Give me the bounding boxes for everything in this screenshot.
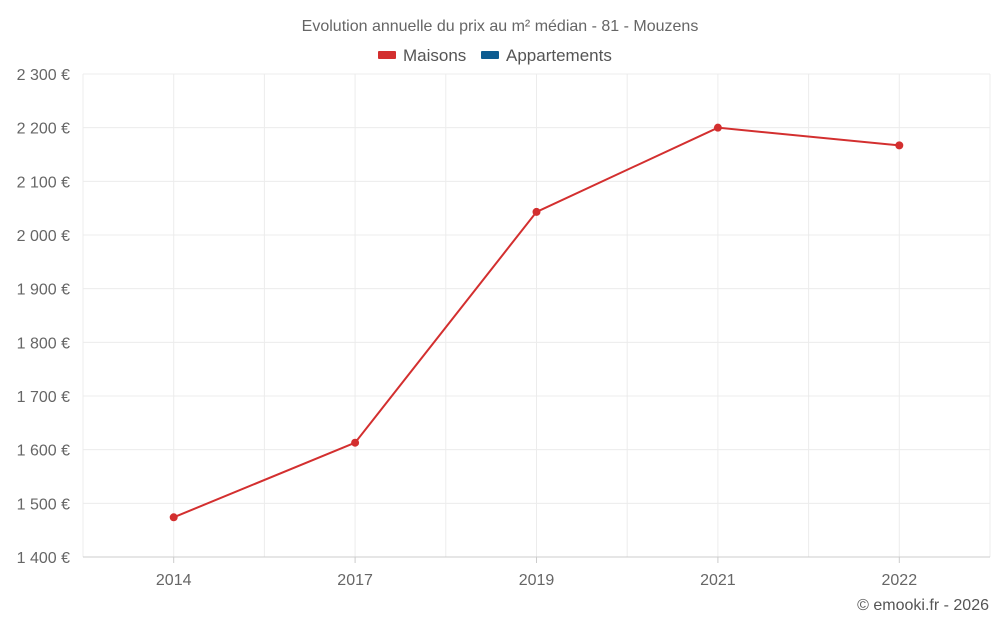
data-point-maisons[interactable] <box>351 438 360 447</box>
x-tick-label: 2019 <box>519 572 555 589</box>
series <box>169 123 904 522</box>
data-point-maisons[interactable] <box>532 207 541 216</box>
y-tick-label: 1 600 € <box>17 443 70 460</box>
chart-title: Evolution annuelle du prix au m² médian … <box>302 18 699 35</box>
y-tick-label: 2 100 € <box>17 174 70 191</box>
legend-label-maisons: Maisons <box>403 46 466 65</box>
copyright-credit: © emooki.fr - 2026 <box>857 597 989 614</box>
y-tick-label: 1 800 € <box>17 335 70 352</box>
legend-swatch-appartements <box>481 51 499 59</box>
data-point-maisons[interactable] <box>895 141 904 150</box>
legend-label-appartements: Appartements <box>506 46 612 65</box>
x-tick-label: 2014 <box>156 572 192 589</box>
legend-item-appartements[interactable]: Appartements <box>481 46 612 65</box>
y-tick-label: 1 700 € <box>17 389 70 406</box>
legend: Maisons Appartements <box>378 46 612 65</box>
axes: 1 400 € 1 500 € 1 600 € 1 700 € 1 800 € 1 900… <box>17 67 990 589</box>
data-point-maisons[interactable] <box>169 513 178 522</box>
x-tick-label: 2022 <box>882 572 918 589</box>
y-tick-label: 2 000 € <box>17 228 70 245</box>
x-tick-label: 2017 <box>337 572 373 589</box>
y-tick-label: 1 400 € <box>17 550 70 567</box>
y-tick-label: 2 200 € <box>17 121 70 138</box>
y-tick-label: 2 300 € <box>17 67 70 84</box>
data-point-maisons[interactable] <box>713 123 722 132</box>
legend-swatch-maisons <box>378 51 396 59</box>
y-tick-label: 1 900 € <box>17 282 70 299</box>
legend-item-maisons[interactable]: Maisons <box>378 46 466 65</box>
x-tick-label: 2021 <box>700 572 736 589</box>
grid <box>82 73 991 557</box>
y-tick-label: 1 500 € <box>17 496 70 513</box>
